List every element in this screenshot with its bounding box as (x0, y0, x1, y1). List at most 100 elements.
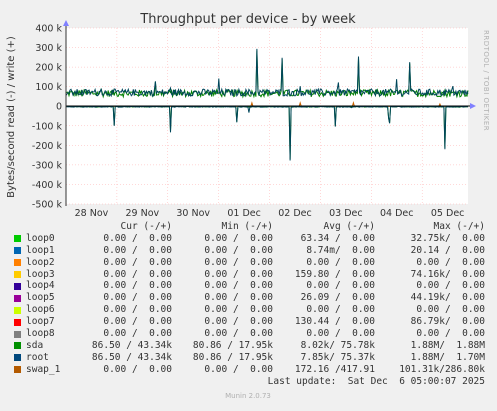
x-axis-arrow-icon (470, 103, 476, 109)
legend-name: loop2 (26, 256, 55, 268)
y-axis-label: Bytes/second read (-) / write (+) (6, 36, 17, 198)
y-tick-label: 100 k (35, 82, 62, 93)
rrdtool-credit: RRDTOOL / TOBI OETIKER (482, 30, 490, 131)
legend-name: loop1 (26, 244, 55, 256)
header-min: Min (-/+) (221, 221, 273, 232)
legend-name: sda (26, 339, 44, 351)
legend-min: 0.00 / 0.00 (204, 256, 273, 268)
legend-row-sda: sda 86.50 / 43.34k 80.86 / 17.95k 8.02k/ 75… (0, 340, 497, 352)
legend-cur: 0.00 / 0.00 (103, 328, 172, 340)
legend-avg: 7.85k/ 75.37k (300, 351, 375, 363)
y-tick-label: 300 k (35, 43, 62, 54)
legend-swatch (14, 282, 21, 290)
legend-min: 80.86 / 17.95k (192, 339, 273, 351)
legend-avg: 8.02k/ 75.78k (300, 339, 375, 351)
legend-name: loop6 (26, 304, 55, 316)
legend-row-loop2: loop2 0.00 / 0.00 0.00 / 0.00 0.00 / 0.00 0.… (0, 257, 497, 269)
legend-table: Cur (-/+) Min (-/+) Avg (-/+) Max (-/+) … (0, 221, 497, 387)
legend-avg: 0.00 / 0.00 (306, 328, 375, 340)
legend-rows: loop0 0.00 / 0.00 0.00 / 0.00 63.34 / 0.00 3… (0, 233, 497, 376)
legend-min: 0.00 / 0.00 (204, 304, 273, 316)
legend-avg: 172.16 /417.91 (294, 363, 375, 375)
x-tick-label: 30 Nov (176, 208, 210, 219)
legend-row-swap_1: swap_1 0.00 / 0.00 0.00 / 0.00 172.16 /417.… (0, 364, 497, 376)
legend-row-loop4: loop4 0.00 / 0.00 0.00 / 0.00 0.00 / 0.00 0.… (0, 280, 497, 292)
legend-name: swap_1 (26, 363, 61, 375)
legend-cur: 0.00 / 0.00 (103, 292, 172, 304)
legend-name: loop3 (26, 268, 55, 280)
x-tick-label: 29 Nov (126, 208, 160, 219)
header-avg: Avg (-/+) (323, 221, 375, 232)
y-tick-label: -200 k (32, 141, 63, 152)
legend-swatch (14, 235, 21, 243)
legend-max: 44.19k/ 0.00 (410, 292, 485, 304)
legend-max: 101.31k/286.80k (399, 363, 485, 375)
chart-title: Throughput per device - by week (139, 12, 356, 27)
legend-max: 74.16k/ 0.00 (410, 268, 485, 280)
legend-max: 1.88M/ 1.88M (410, 339, 485, 351)
legend-name: loop5 (26, 292, 55, 304)
legend-avg: 159.80 / 0.00 (294, 268, 375, 280)
legend-max: 32.75k/ 0.00 (410, 232, 485, 244)
legend-swatch (14, 306, 21, 314)
y-tick-label: 200 k (35, 63, 62, 74)
legend-row-loop1: loop1 0.00 / 0.00 0.00 / 0.00 8.74m/ 0.00 20… (0, 245, 497, 257)
legend-row-loop0: loop0 0.00 / 0.00 0.00 / 0.00 63.34 / 0.00 3… (0, 233, 497, 245)
y-tick-label: -500 k (32, 200, 63, 211)
y-tick-label: -100 k (32, 121, 63, 132)
legend-name: root (26, 351, 49, 363)
series-line-root-read (65, 105, 468, 161)
legend-swatch (14, 366, 21, 374)
legend-cur: 86.50 / 43.34k (91, 339, 172, 351)
legend-max: 86.79k/ 0.00 (410, 316, 485, 328)
legend-avg: 130.44 / 0.00 (294, 316, 375, 328)
header-cur: Cur (-/+) (120, 221, 172, 232)
legend-swatch (14, 247, 21, 255)
legend-max: 0.00 / 0.00 (416, 304, 485, 316)
legend-max: 0.00 / 0.00 (416, 256, 485, 268)
x-tick-label: 04 Dec (380, 208, 414, 219)
legend-min: 0.00 / 0.00 (204, 328, 273, 340)
grid (66, 27, 468, 205)
legend-min: 80.86 / 17.95k (192, 351, 273, 363)
y-axis-arrow-icon (63, 20, 69, 26)
legend-cur: 0.00 / 0.00 (103, 363, 172, 375)
legend-name: loop8 (26, 328, 55, 340)
throughput-chart: Throughput per device - by week Bytes/se… (6, 12, 490, 219)
x-tick-label: 01 Dec (227, 208, 261, 219)
legend-swatch (14, 318, 21, 326)
legend-row-loop5: loop5 0.00 / 0.00 0.00 / 0.00 26.09 / 0.00 4… (0, 292, 497, 304)
legend-avg: 0.00 / 0.00 (306, 304, 375, 316)
legend-max: 1.88M/ 1.70M (410, 351, 485, 363)
legend-header: Cur (-/+) Min (-/+) Avg (-/+) Max (-/+) (0, 221, 497, 233)
legend-min: 0.00 / 0.00 (204, 244, 273, 256)
last-update: Last update: Sat Dec 6 05:00:07 2025 (267, 375, 485, 387)
legend-cur: 0.00 / 0.00 (103, 268, 172, 280)
y-tick-label: -400 k (32, 180, 63, 191)
legend-cur: 0.00 / 0.00 (103, 244, 172, 256)
legend-max: 20.14 / 0.00 (410, 244, 485, 256)
x-tick-label: 05 Dec (431, 208, 465, 219)
legend-avg: 8.74m/ 0.00 (306, 244, 375, 256)
legend-cur: 86.50 / 43.34k (91, 351, 172, 363)
y-tick-label: 400 k (35, 24, 62, 35)
y-tick-label: -300 k (32, 160, 63, 171)
legend-avg: 0.00 / 0.00 (306, 280, 375, 292)
last-update-row: Last update: Sat Dec 6 05:00:07 2025 (0, 376, 497, 388)
legend-avg: 0.00 / 0.00 (306, 256, 375, 268)
legend-swatch (14, 330, 21, 338)
legend-min: 0.00 / 0.00 (204, 292, 273, 304)
munin-version: Munin 2.0.73 (225, 392, 271, 400)
legend-row-loop6: loop6 0.00 / 0.00 0.00 / 0.00 0.00 / 0.00 0.… (0, 304, 497, 316)
legend-name: loop0 (26, 232, 55, 244)
legend-row-root: root 86.50 / 43.34k 80.86 / 17.95k 7.85k/ 7… (0, 352, 497, 364)
legend-swatch (14, 294, 21, 302)
legend-cur: 0.00 / 0.00 (103, 256, 172, 268)
legend-swatch (14, 271, 21, 279)
legend-max: 0.00 / 0.00 (416, 280, 485, 292)
x-tick-label: 03 Dec (329, 208, 363, 219)
header-max: Max (-/+) (433, 221, 485, 232)
legend-name: loop4 (26, 280, 55, 292)
legend-row-loop3: loop3 0.00 / 0.00 0.00 / 0.00 159.80 / 0.00… (0, 269, 497, 281)
legend-cur: 0.00 / 0.00 (103, 280, 172, 292)
